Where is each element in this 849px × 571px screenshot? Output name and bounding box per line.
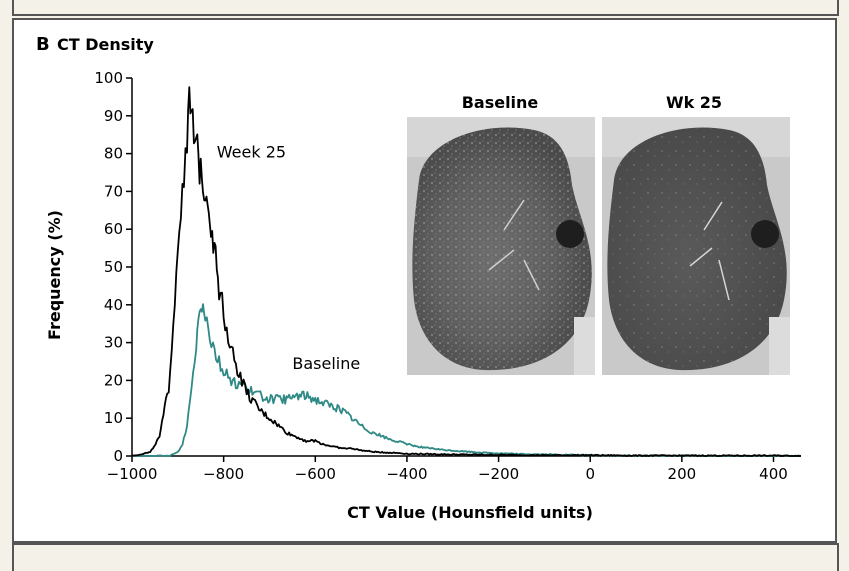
x-tick-label: −600: [295, 465, 336, 483]
x-tick-label: −800: [203, 465, 244, 483]
y-tick-label: 80: [104, 145, 123, 163]
y-tick-label: 20: [104, 371, 123, 389]
inset-title-week25: Wk 25: [666, 93, 722, 112]
y-tick-label: 60: [104, 220, 123, 238]
x-tick-label: 0: [585, 465, 595, 483]
chart-axes: 0 10 20 30 40 50 60 70 80 90 100 −1000 −800 −600 −400 −…: [94, 69, 801, 483]
previous-panel-edge: [12, 0, 839, 16]
panel-title: CT Density: [57, 35, 154, 54]
x-tick-label: 400: [759, 465, 788, 483]
y-tick-label: 0: [113, 447, 123, 465]
y-tick-label: 10: [104, 409, 123, 427]
ct-lung-scan-week25: [602, 117, 790, 375]
x-tick-label: −200: [478, 465, 519, 483]
y-tick-label: 100: [94, 69, 123, 87]
ct-density-chart: B CT Density 0 10 20 30 40 50 60 70 80 90 100 −1000…: [36, 34, 802, 522]
inset-title-baseline: Baseline: [462, 93, 539, 112]
inset-week25: Wk 25: [602, 93, 790, 375]
next-panel-edge: [12, 543, 839, 571]
x-tick-label: 200: [668, 465, 697, 483]
panel-letter: B: [36, 34, 50, 55]
y-tick-label: 70: [104, 182, 123, 200]
y-tick-label: 90: [104, 107, 123, 125]
y-tick-label: 50: [104, 258, 123, 276]
y-tick-label: 30: [104, 334, 123, 352]
series-label-week-25: Week 25: [217, 142, 286, 161]
x-tick-label: −400: [386, 465, 427, 483]
y-axis-title: Frequency (%): [45, 210, 64, 340]
series-line-week-25: [131, 86, 802, 457]
x-axis-title: CT Value (Hounsfield units): [347, 503, 593, 522]
series-label-baseline: Baseline: [292, 354, 360, 373]
series-labels: Week 25 Baseline: [217, 142, 360, 373]
figure-panel: B CT Density 0 10 20 30 40 50 60 70 80 90 100 −1000…: [12, 18, 837, 543]
x-tick-label: −1000: [107, 465, 158, 483]
inset-baseline: Baseline: [407, 93, 595, 375]
ct-lung-scan-baseline: [407, 117, 595, 375]
y-tick-label: 40: [104, 296, 123, 314]
series-layer: [131, 86, 802, 457]
